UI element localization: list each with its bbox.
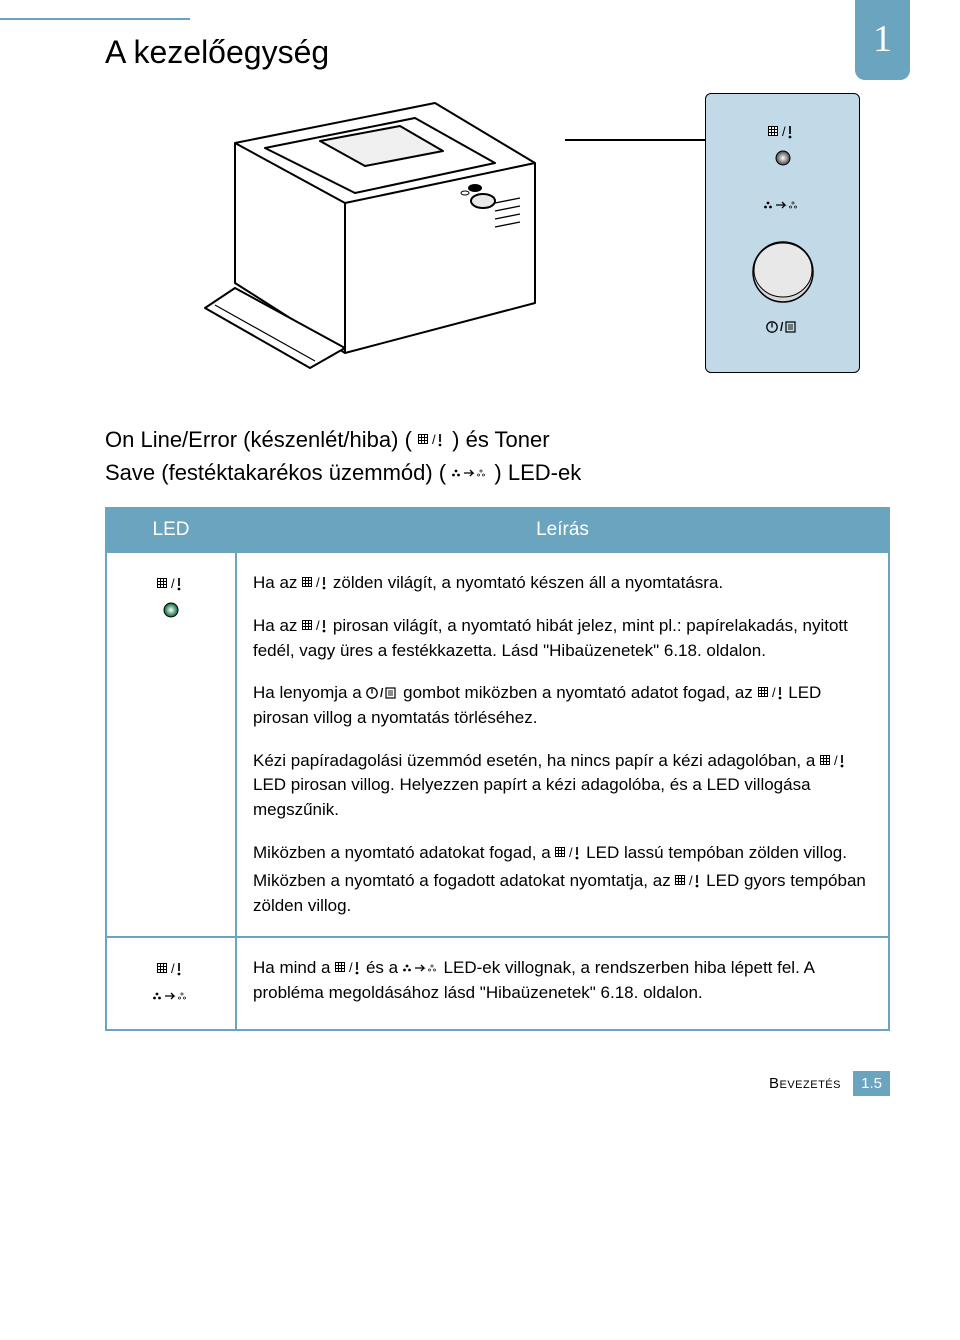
desc-cell: Ha mind a és a LED-ek villognak, a rends…: [236, 937, 889, 1029]
text: LED lassú tempóban zölden villog.: [586, 843, 847, 862]
text: zölden világít, a nyomtató készen áll a …: [333, 573, 723, 592]
text: pirosan világít, a nyomtató hibát jelez,…: [253, 616, 848, 660]
toner-save-icon: [764, 200, 802, 212]
online-error-icon: [157, 963, 185, 977]
text: Ha lenyomja a: [253, 683, 366, 702]
led-cell-both: [106, 937, 236, 1029]
col-header-led: LED: [106, 508, 236, 553]
col-header-desc: Leírás: [236, 508, 889, 553]
cancel-button-icon: [766, 321, 800, 335]
control-panel-enlarged: [705, 93, 860, 373]
table-row: Ha az zölden világít, a nyomtató készen …: [106, 552, 889, 937]
table-header-row: LED Leírás: [106, 508, 889, 553]
online-error-icon: [157, 578, 185, 592]
toner-save-icon: [403, 963, 439, 974]
text: Ha az: [253, 616, 302, 635]
accent-bar: [0, 18, 190, 20]
online-error-icon: [418, 434, 446, 448]
table-row: Ha mind a és a LED-ek villognak, a rends…: [106, 937, 889, 1029]
online-error-icon: [768, 126, 798, 141]
online-error-icon: [758, 687, 784, 700]
subtitle: On Line/Error (készenlét/hiba) ( ) és To…: [105, 423, 890, 489]
printer-illustration: [165, 93, 565, 373]
led-indicator-icon: [773, 148, 793, 168]
led-cell-online: [106, 552, 236, 937]
subtitle-l2-post: ) LED-ek: [494, 460, 581, 485]
page-title: A kezelőegység: [105, 30, 329, 75]
online-error-icon: [675, 875, 701, 888]
online-error-icon: [302, 577, 328, 590]
text: Miközben a nyomtató a fogadott adatokat …: [253, 871, 675, 890]
online-error-icon: [555, 847, 581, 860]
online-error-icon: [820, 755, 846, 768]
text: Ha az: [253, 573, 302, 592]
text: gombot miközben a nyomtató adatot fogad,…: [403, 683, 757, 702]
desc-cell: Ha az zölden világít, a nyomtató készen …: [236, 552, 889, 937]
cancel-button-large: [746, 237, 820, 311]
subtitle-l1-pre: On Line/Error (készenlét/hiba) (: [105, 427, 412, 452]
led-indicator-icon: [161, 600, 181, 620]
chapter-tab: 1: [855, 0, 910, 80]
text: Kézi papíradagolási üzemmód esetén, ha n…: [253, 751, 820, 770]
text: Ha mind a: [253, 958, 335, 977]
callout-line: [565, 139, 725, 141]
text: LED pirosan villog. Helyezzen papírt a k…: [253, 775, 811, 819]
figure-area: [105, 93, 890, 393]
footer-section: Bevezetés: [769, 1075, 841, 1092]
page-footer: Bevezetés 1.5: [105, 1071, 890, 1096]
subtitle-l2-pre: Save (festéktakarékos üzemmód) (: [105, 460, 446, 485]
cancel-button-icon: [366, 687, 398, 700]
text: Miközben a nyomtató adatokat fogad, a: [253, 843, 555, 862]
footer-page-number: 1.5: [853, 1071, 890, 1096]
subtitle-l1-post: ) és Toner: [452, 427, 549, 452]
led-table: LED Leírás Ha az zölden világít, a nyomt…: [105, 507, 890, 1031]
online-error-icon: [302, 620, 328, 633]
toner-save-icon: [153, 991, 189, 1003]
online-error-icon: [335, 962, 361, 975]
text: és a: [366, 958, 403, 977]
toner-save-icon: [452, 468, 488, 480]
